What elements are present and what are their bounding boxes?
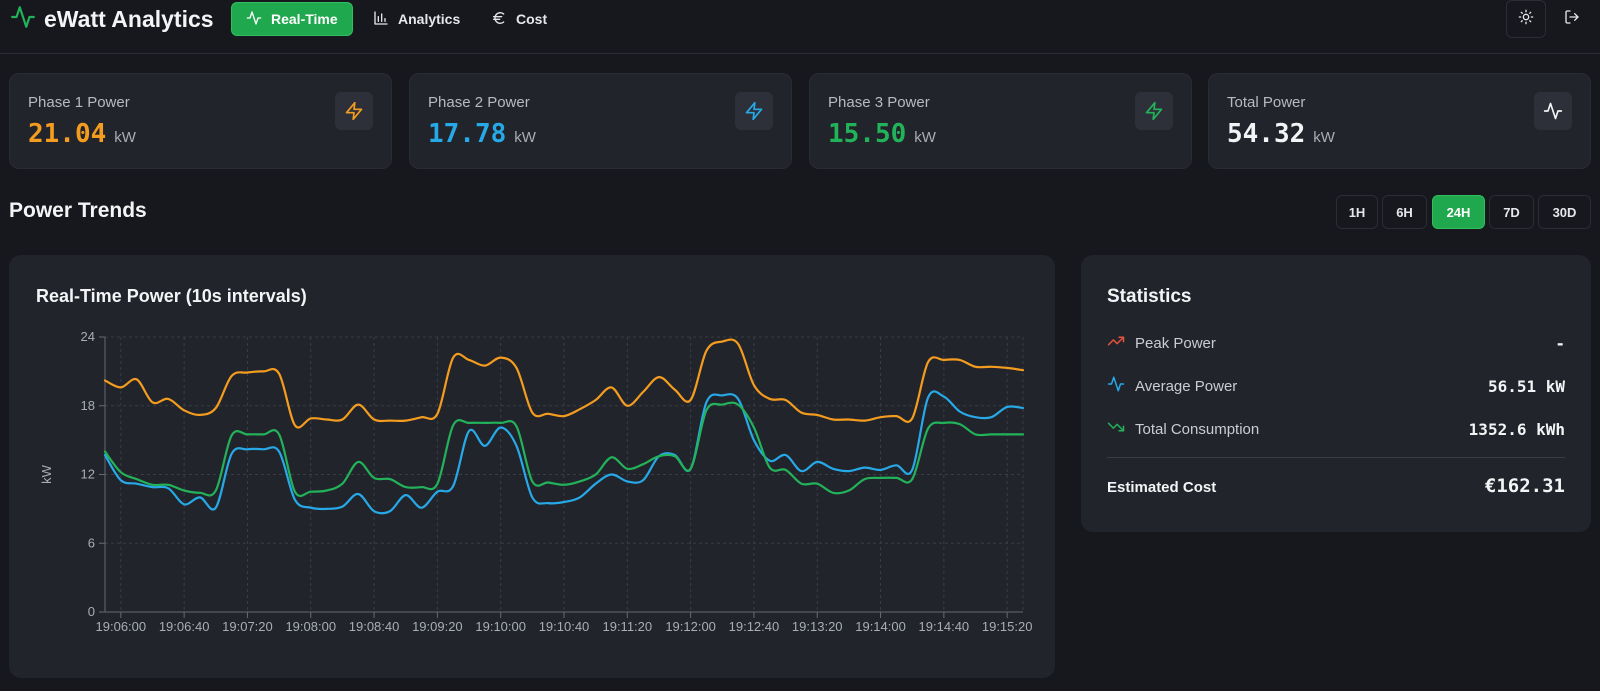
y-tick-label: 0 xyxy=(88,604,95,619)
logout-icon xyxy=(1564,9,1580,30)
trending-up-icon xyxy=(1107,332,1125,355)
card-unit: kW xyxy=(114,129,136,146)
card-unit: kW xyxy=(914,129,936,146)
range-24h-button[interactable]: 24H xyxy=(1432,195,1485,229)
peak-power-row: Peak Power - xyxy=(1107,331,1565,355)
card-label: Phase 2 Power xyxy=(428,94,530,111)
card-value: 15.50 kW xyxy=(828,119,936,149)
euro-icon xyxy=(491,10,507,29)
y-tick-label: 24 xyxy=(81,329,95,344)
x-tick-label: 19:10:40 xyxy=(539,619,590,634)
stat-value: 56.51 kW xyxy=(1487,376,1565,396)
top-navigation-bar: eWatt Analytics Real-Time Analytics Cost xyxy=(0,0,1600,54)
x-tick-label: 19:09:20 xyxy=(412,619,463,634)
range-6h-button[interactable]: 6H xyxy=(1382,195,1427,229)
phase-2-power-card: Phase 2 Power 17.78 kW xyxy=(409,73,792,169)
statistics-panel: Statistics Peak Power - Average Power 56… xyxy=(1081,255,1591,532)
phase-1-power-card: Phase 1 Power 21.04 kW xyxy=(9,73,392,169)
stat-label: Average Power xyxy=(1135,377,1238,395)
card-value: 54.32 kW xyxy=(1227,119,1335,149)
total-power-card: Total Power 54.32 kW xyxy=(1208,73,1591,169)
activity-icon xyxy=(246,10,262,29)
activity-icon xyxy=(1107,375,1125,398)
x-tick-label: 19:10:00 xyxy=(475,619,526,634)
phase-3-line xyxy=(103,401,1025,498)
card-label: Phase 1 Power xyxy=(28,94,130,111)
stat-value: - xyxy=(1555,333,1565,353)
estimated-cost-value: €162.31 xyxy=(1484,475,1565,497)
nav-label: Cost xyxy=(516,11,548,27)
card-label: Total Power xyxy=(1227,94,1306,111)
average-power-row: Average Power 56.51 kW xyxy=(1107,374,1565,398)
y-axis-label: kW xyxy=(39,464,54,484)
x-tick-label: 19:07:20 xyxy=(222,619,273,634)
stat-label: Total Consumption xyxy=(1135,420,1260,438)
card-number: 54.32 xyxy=(1227,119,1306,149)
sun-icon xyxy=(1518,9,1534,30)
zap-icon xyxy=(1135,92,1173,130)
zap-icon xyxy=(335,92,373,130)
range-30d-button[interactable]: 30D xyxy=(1538,195,1591,229)
card-value: 17.78 kW xyxy=(428,119,536,149)
card-number: 17.78 xyxy=(428,119,507,149)
trending-down-icon xyxy=(1107,418,1125,441)
activity-icon xyxy=(1534,92,1572,130)
statistics-title: Statistics xyxy=(1107,286,1192,307)
card-unit: kW xyxy=(1313,129,1335,146)
x-tick-label: 19:06:00 xyxy=(96,619,147,634)
range-1h-button[interactable]: 1H xyxy=(1336,195,1378,229)
nav-real-time-button[interactable]: Real-Time xyxy=(231,2,353,36)
phase-1-line xyxy=(103,338,1025,429)
range-7d-button[interactable]: 7D xyxy=(1489,195,1534,229)
chart-title: Real-Time Power (10s intervals) xyxy=(36,286,307,306)
x-tick-label: 19:08:40 xyxy=(349,619,400,634)
card-unit: kW xyxy=(514,129,536,146)
card-value: 21.04 kW xyxy=(28,119,136,149)
phase-2-line xyxy=(103,390,1025,515)
app-title: eWatt Analytics xyxy=(44,5,214,32)
nav-label: Real-Time xyxy=(271,11,338,27)
brand[interactable]: eWatt Analytics xyxy=(10,4,214,34)
estimated-cost-label: Estimated Cost xyxy=(1107,479,1217,496)
y-tick-label: 6 xyxy=(88,535,95,550)
total-consumption-row: Total Consumption 1352.6 kWh xyxy=(1107,417,1565,441)
stat-value: 1352.6 kWh xyxy=(1468,419,1565,439)
nav-analytics-button[interactable]: Analytics xyxy=(359,2,474,36)
card-label: Phase 3 Power xyxy=(828,94,930,111)
stat-label: Peak Power xyxy=(1135,334,1216,352)
x-tick-label: 19:13:20 xyxy=(792,619,843,634)
y-tick-label: 12 xyxy=(81,467,95,482)
card-number: 21.04 xyxy=(28,119,107,149)
y-tick-label: 18 xyxy=(81,398,95,413)
x-tick-label: 19:12:40 xyxy=(729,619,780,634)
nav-cost-button[interactable]: Cost xyxy=(477,2,561,36)
x-tick-label: 19:14:00 xyxy=(855,619,906,634)
x-tick-label: 19:06:40 xyxy=(159,619,210,634)
x-tick-label: 19:12:00 xyxy=(665,619,716,634)
x-tick-label: 19:08:00 xyxy=(285,619,336,634)
section-title: Power Trends xyxy=(9,199,147,222)
power-line-chart: 0 6 12 18 24 19:06:00 19:06:40 19:07:20 19:08:00… xyxy=(39,329,1033,634)
card-number: 15.50 xyxy=(828,119,907,149)
x-tick-label: 19:14:40 xyxy=(919,619,970,634)
divider xyxy=(1107,457,1565,458)
nav-label: Analytics xyxy=(398,11,461,27)
activity-icon xyxy=(10,4,36,35)
realtime-power-chart-panel: Real-Time Power (10s intervals) 0 6 12 18 24… xyxy=(9,255,1055,678)
bar-chart-icon xyxy=(373,10,389,29)
x-tick-label: 19:15:20 xyxy=(982,619,1033,634)
phase-3-power-card: Phase 3 Power 15.50 kW xyxy=(809,73,1192,169)
x-tick-label: 19:11:20 xyxy=(602,619,652,634)
logout-button[interactable] xyxy=(1552,0,1592,38)
zap-icon xyxy=(735,92,773,130)
theme-toggle-button[interactable] xyxy=(1506,0,1546,38)
